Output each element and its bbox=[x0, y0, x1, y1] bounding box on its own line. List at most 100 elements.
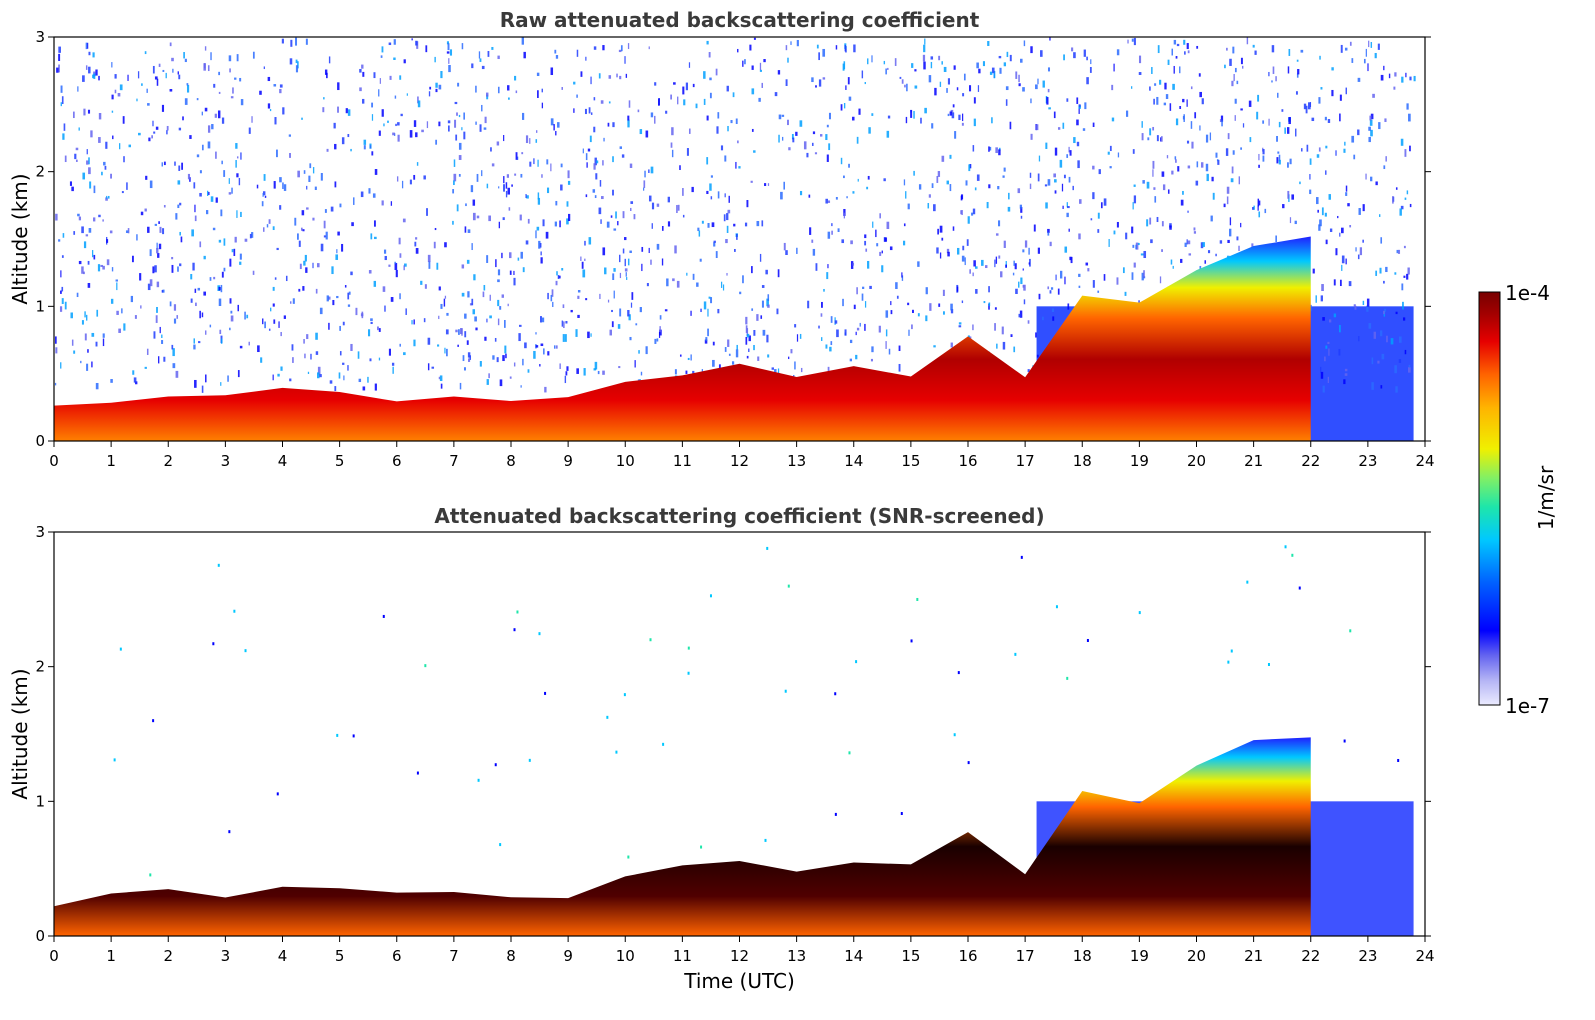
noise-speck bbox=[949, 184, 952, 192]
noise-speck bbox=[1271, 45, 1275, 53]
noise-speck bbox=[1382, 310, 1385, 315]
noise-speck bbox=[378, 89, 380, 97]
noise-speck bbox=[1146, 219, 1149, 227]
noise-speck bbox=[292, 357, 294, 363]
noise-speck bbox=[1024, 240, 1028, 248]
noise-speck bbox=[237, 370, 240, 378]
noise-speck bbox=[511, 184, 513, 187]
noise-speck bbox=[449, 49, 453, 56]
noise-speck bbox=[154, 223, 158, 226]
noise-speck bbox=[1165, 94, 1169, 99]
noise-speck bbox=[650, 166, 654, 174]
noise-speck bbox=[522, 358, 524, 366]
noise-speck bbox=[312, 262, 314, 269]
noise-speck bbox=[257, 345, 260, 353]
noise-speck bbox=[557, 275, 560, 279]
noise-speck bbox=[1003, 167, 1006, 172]
noise-speck bbox=[664, 309, 668, 312]
noise-speck bbox=[382, 286, 386, 292]
noise-speck bbox=[236, 173, 239, 178]
noise-speck bbox=[190, 273, 193, 280]
noise-speck bbox=[963, 73, 966, 81]
noise-speck bbox=[584, 240, 586, 246]
noise-speck bbox=[812, 131, 816, 135]
noise-speck bbox=[967, 335, 970, 338]
noise-speck bbox=[533, 350, 536, 359]
noise-speck bbox=[1098, 169, 1101, 175]
noise-speck bbox=[507, 97, 510, 100]
noise-speck bbox=[1339, 232, 1341, 237]
noise-speck bbox=[468, 358, 471, 362]
noise-speck bbox=[1366, 305, 1369, 312]
noise-speck bbox=[1333, 313, 1337, 318]
noise-speck bbox=[251, 116, 253, 123]
noise-speck bbox=[911, 63, 914, 68]
noise-speck bbox=[1002, 175, 1005, 178]
noise-speck bbox=[749, 44, 752, 51]
noise-speck bbox=[890, 301, 892, 306]
noise-speck bbox=[1054, 147, 1058, 156]
noise-speck bbox=[335, 254, 339, 260]
noise-speck bbox=[1343, 739, 1346, 743]
noise-speck bbox=[967, 216, 970, 224]
noise-speck bbox=[541, 88, 543, 93]
noise-speck bbox=[282, 107, 285, 115]
noise-speck bbox=[633, 214, 636, 220]
noise-speck bbox=[867, 175, 870, 180]
noise-speck bbox=[1064, 246, 1068, 253]
noise-speck bbox=[339, 351, 342, 356]
noise-speck bbox=[716, 126, 719, 134]
noise-speck bbox=[194, 379, 197, 388]
noise-speck bbox=[562, 334, 565, 342]
noise-speck bbox=[1159, 276, 1162, 284]
noise-speck bbox=[1328, 348, 1330, 356]
noise-speck bbox=[455, 329, 458, 333]
noise-speck bbox=[1226, 47, 1228, 51]
noise-speck bbox=[486, 318, 488, 323]
x-tick-label: 7 bbox=[449, 452, 459, 470]
noise-speck bbox=[931, 123, 934, 129]
noise-speck bbox=[618, 254, 621, 263]
noise-speck bbox=[334, 386, 337, 392]
noise-speck bbox=[867, 260, 870, 269]
noise-speck bbox=[800, 367, 803, 373]
noise-speck bbox=[497, 279, 500, 283]
noise-speck bbox=[59, 306, 63, 312]
noise-speck bbox=[777, 269, 780, 278]
noise-speck bbox=[584, 108, 587, 115]
noise-speck bbox=[507, 187, 510, 195]
noise-speck bbox=[1038, 155, 1041, 162]
noise-speck bbox=[154, 265, 157, 273]
noise-speck bbox=[83, 108, 86, 116]
noise-speck bbox=[486, 92, 489, 97]
noise-speck bbox=[738, 166, 741, 169]
noise-speck bbox=[1194, 112, 1197, 119]
noise-speck bbox=[686, 148, 689, 156]
noise-speck bbox=[193, 338, 195, 344]
noise-speck bbox=[518, 324, 522, 327]
noise-speck bbox=[566, 366, 569, 371]
noise-speck bbox=[1055, 274, 1057, 281]
noise-speck bbox=[1066, 676, 1069, 680]
noise-speck bbox=[178, 74, 181, 80]
noise-speck bbox=[145, 175, 148, 180]
noise-speck bbox=[387, 120, 389, 123]
noise-speck bbox=[176, 315, 179, 319]
noise-speck bbox=[1345, 87, 1347, 95]
noise-speck bbox=[191, 229, 194, 237]
noise-speck bbox=[110, 298, 114, 304]
noise-speck bbox=[885, 68, 887, 75]
noise-speck bbox=[643, 180, 646, 188]
noise-speck bbox=[939, 252, 942, 259]
noise-speck bbox=[178, 165, 181, 171]
noise-speck bbox=[357, 351, 360, 359]
noise-speck bbox=[1040, 50, 1043, 57]
noise-speck bbox=[1186, 140, 1190, 144]
noise-speck bbox=[1005, 261, 1007, 268]
colorbar-min-label: 1e-7 bbox=[1505, 694, 1550, 718]
noise-speck bbox=[654, 82, 657, 86]
noise-speck bbox=[1036, 124, 1039, 131]
noise-speck bbox=[1083, 49, 1086, 57]
noise-speck bbox=[767, 304, 770, 308]
